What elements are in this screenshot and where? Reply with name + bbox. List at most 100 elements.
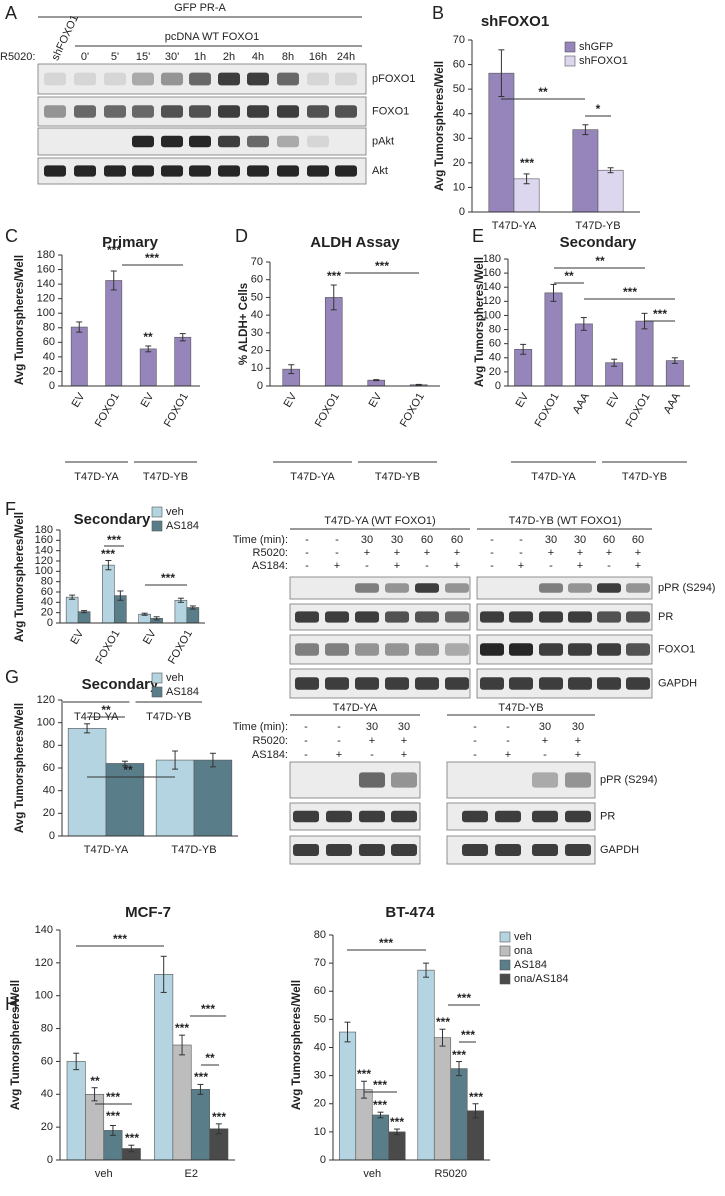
condition-value: - [519, 534, 523, 546]
y-tick-label: 40 [314, 1041, 326, 1053]
blot-band [295, 611, 319, 623]
y-tick-label: 80 [41, 1022, 53, 1034]
blot-frame [476, 576, 653, 600]
blot-band [293, 844, 319, 856]
y-tick-label: 180 [37, 249, 55, 261]
blot-band [335, 165, 357, 177]
legend-label: AS184 [166, 520, 199, 532]
bar [186, 607, 200, 624]
blot-band [391, 772, 417, 788]
blot-band [626, 611, 650, 623]
bar [665, 360, 684, 387]
y-tick-label: 120 [37, 293, 55, 305]
blot-band [277, 72, 299, 86]
group-label: T47D-YA [290, 471, 335, 483]
bar [544, 292, 563, 387]
significance-label: ** [205, 1051, 215, 1065]
significance-label: *** [452, 1048, 466, 1062]
x-tick-label: E2 [185, 1168, 198, 1180]
condition-value: - [304, 749, 308, 761]
y-tick-label: 120 [483, 295, 501, 307]
y-tick-label: 10 [453, 181, 465, 193]
blot-band [295, 677, 319, 690]
significance-label: ** [538, 85, 548, 99]
lane-label-title: R5020: [0, 51, 35, 63]
blot-band [247, 165, 269, 177]
condition-value: + [364, 547, 370, 559]
y-tick-label: 20 [43, 807, 55, 819]
legend-swatch [151, 506, 163, 518]
y-tick-label: 60 [43, 336, 55, 348]
y-tick-label: 10 [251, 362, 263, 374]
legend-label: shFOXO1 [579, 55, 628, 67]
lane-label: 24h [337, 51, 355, 63]
bar [450, 1068, 468, 1161]
condition-value: - [549, 560, 553, 572]
blot-band [626, 643, 650, 656]
legend-label: AS184 [166, 686, 199, 698]
condition-value: - [305, 560, 309, 572]
y-tick-label: 10 [314, 1126, 326, 1138]
y-tick-label: 40 [453, 108, 465, 120]
y-tick-label: 100 [37, 307, 55, 319]
y-tick-label: 140 [37, 278, 55, 290]
blot-band [44, 105, 66, 118]
x-tick-label: EV [141, 627, 159, 646]
bar [174, 599, 188, 624]
blot-band [415, 677, 439, 690]
panel-letter: D [235, 226, 248, 246]
significance-label: ** [564, 269, 574, 283]
condition-value: - [337, 721, 341, 733]
blot-band [359, 844, 385, 856]
x-tick-label: EV [605, 390, 623, 409]
y-tick-label: 180 [35, 524, 53, 536]
bar [65, 596, 79, 624]
legend-swatch [499, 931, 511, 943]
y-tick-label: 160 [37, 263, 55, 275]
blot-band [415, 611, 439, 623]
blot-band [44, 165, 66, 177]
condition-value: - [543, 749, 547, 761]
panel-letter: E [472, 226, 484, 246]
condition-value: - [490, 547, 494, 559]
bar [433, 1037, 452, 1161]
blot-band [161, 72, 183, 86]
bar [70, 326, 88, 387]
blot-band [132, 72, 154, 86]
x-tick-label: EV [139, 390, 157, 409]
row-label: GAPDH [600, 844, 639, 856]
significance-label: *** [327, 269, 341, 283]
legend-swatch [499, 959, 511, 971]
condition-value: - [473, 721, 477, 733]
x-tick-label: EV [282, 390, 300, 409]
condition-value: + [542, 735, 548, 747]
condition-value: 30 [398, 721, 410, 733]
blot-frame [476, 603, 653, 631]
y-tick-label: 120 [35, 957, 53, 969]
bar [355, 1089, 373, 1161]
blot-band [462, 844, 488, 856]
y-tick-label: 20 [43, 365, 55, 377]
y-tick-label: 40 [489, 352, 501, 364]
y-tick-label: 0 [49, 380, 55, 392]
blot-band [565, 810, 591, 823]
significance-label: *** [125, 1131, 139, 1145]
blot-band [277, 165, 299, 177]
x-tick-label: FOXO1 [93, 391, 122, 429]
bar [155, 759, 195, 837]
condition-value: 30 [361, 534, 373, 546]
y-tick-label: 80 [314, 929, 326, 941]
y-tick-label: 20 [41, 607, 53, 619]
significance-label: ** [90, 1074, 100, 1088]
blot-band [480, 611, 504, 623]
y-tick-label: 100 [35, 565, 53, 577]
condition-value: 30 [539, 721, 551, 733]
row-label: pPR (S294) [658, 582, 715, 594]
condition-value: + [606, 547, 612, 559]
lane-label: 16h [309, 51, 327, 63]
blot-band [568, 643, 592, 656]
condition-value: - [304, 735, 308, 747]
y-tick-label: 120 [35, 555, 53, 567]
blot-band [355, 583, 379, 593]
x-tick-label: veh [95, 1168, 113, 1180]
